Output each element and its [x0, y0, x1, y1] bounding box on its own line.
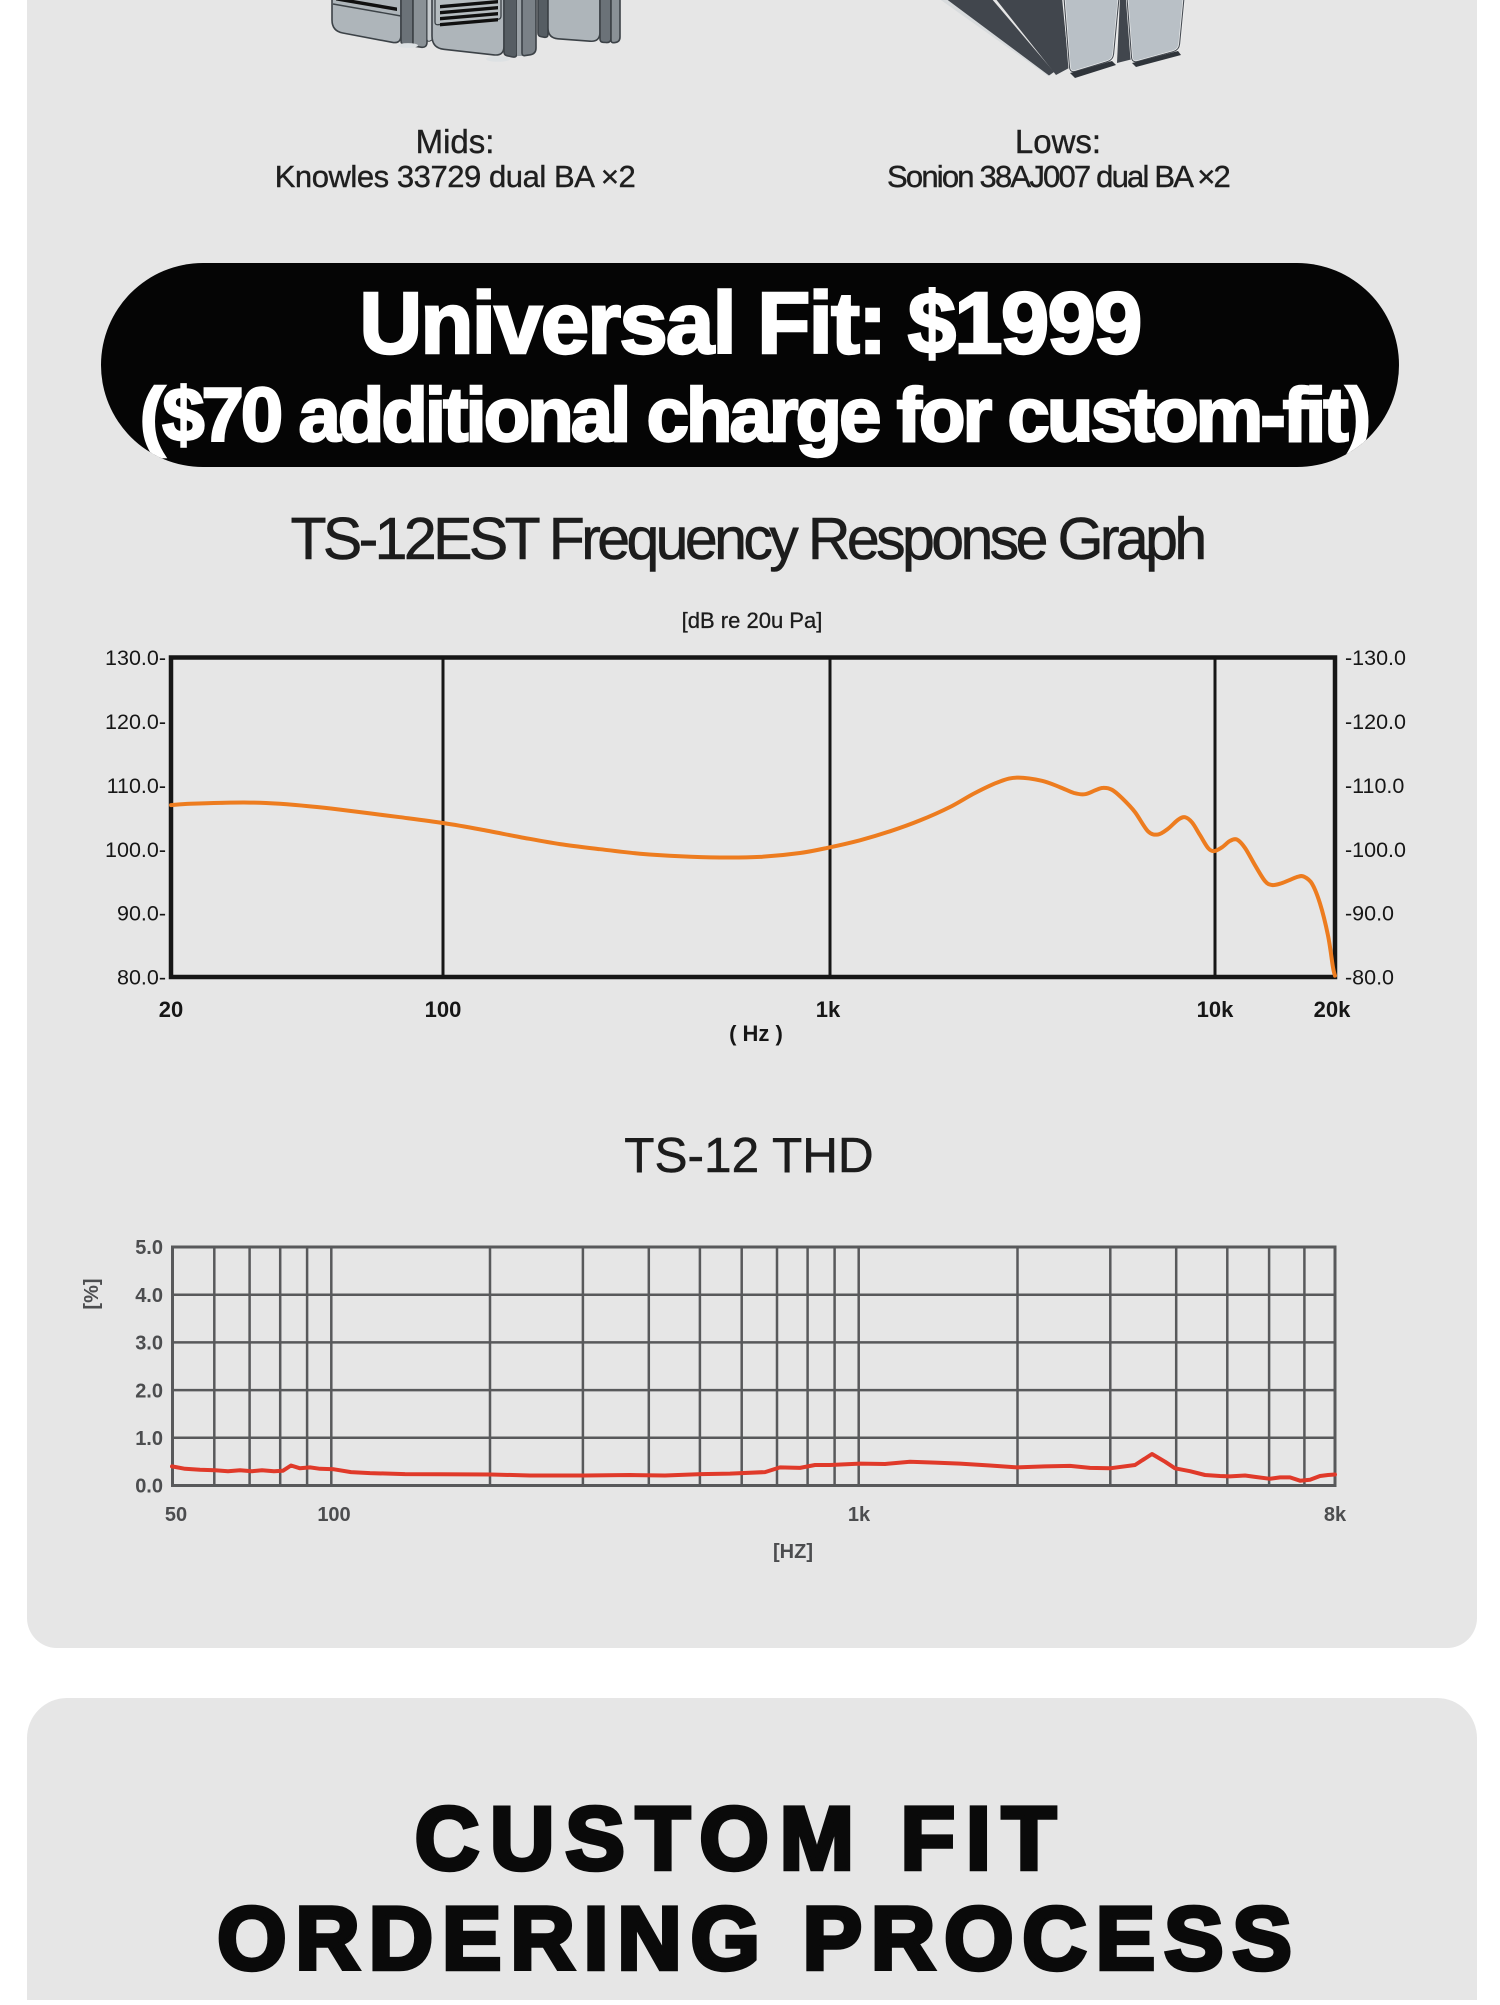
svg-text:TS-12EST Frequency Response Gr: TS-12EST Frequency Response Graph: [290, 506, 1203, 572]
svg-text:100.0-: 100.0-: [105, 838, 166, 862]
svg-text:20: 20: [159, 997, 183, 1022]
svg-text:5.0: 5.0: [135, 1237, 163, 1259]
svg-text:0.0: 0.0: [135, 1476, 163, 1498]
svg-text:Universal Fit: $1999: Universal Fit: $1999: [359, 275, 1140, 372]
svg-text:100: 100: [317, 1504, 350, 1526]
svg-text:[HZ]: [HZ]: [773, 1541, 813, 1563]
svg-text:110.0-: 110.0-: [107, 774, 166, 798]
svg-text:[dB re 20u Pa]: [dB re 20u Pa]: [682, 608, 823, 633]
svg-text:50: 50: [165, 1504, 187, 1526]
svg-text:Knowles 33729 dual BA ×2: Knowles 33729 dual BA ×2: [275, 159, 636, 194]
svg-text:Mids:: Mids:: [416, 123, 495, 160]
svg-text:-110.0: -110.0: [1345, 774, 1404, 798]
svg-text:($70 additional charge for cus: ($70 additional charge for custom-fit): [140, 373, 1368, 458]
svg-text:130.0-: 130.0-: [105, 646, 166, 670]
svg-text:[%]: [%]: [81, 1278, 103, 1309]
svg-text:3.0: 3.0: [135, 1333, 163, 1355]
svg-text:90.0-: 90.0-: [117, 902, 166, 926]
svg-text:ORDERING PROCESS: ORDERING PROCESS: [217, 1888, 1301, 1988]
svg-text:8k: 8k: [1324, 1504, 1347, 1526]
svg-text:-80.0: -80.0: [1345, 966, 1394, 990]
svg-text:CUSTOM FIT: CUSTOM FIT: [415, 1788, 1067, 1888]
svg-text:10k: 10k: [1197, 997, 1234, 1022]
svg-text:Sonion 38AJ007 dual BA ×2: Sonion 38AJ007 dual BA ×2: [887, 159, 1230, 194]
svg-text:1k: 1k: [816, 997, 841, 1022]
svg-text:1k: 1k: [848, 1504, 871, 1526]
svg-text:120.0-: 120.0-: [105, 710, 166, 734]
svg-text:( Hz ): ( Hz ): [729, 1021, 783, 1046]
svg-text:20k: 20k: [1314, 997, 1351, 1022]
svg-text:TS-12 THD: TS-12 THD: [624, 1128, 873, 1183]
svg-text:4.0: 4.0: [135, 1285, 163, 1307]
svg-text:-100.0: -100.0: [1345, 838, 1406, 862]
svg-text:2.0: 2.0: [135, 1380, 163, 1402]
svg-text:-90.0: -90.0: [1345, 902, 1394, 926]
svg-text:-120.0: -120.0: [1345, 710, 1406, 734]
svg-text:1.0: 1.0: [135, 1428, 163, 1450]
svg-text:Lows:: Lows:: [1015, 123, 1101, 160]
svg-text:100: 100: [425, 997, 462, 1022]
svg-text:-130.0: -130.0: [1345, 646, 1406, 670]
svg-text:80.0-: 80.0-: [117, 966, 166, 990]
